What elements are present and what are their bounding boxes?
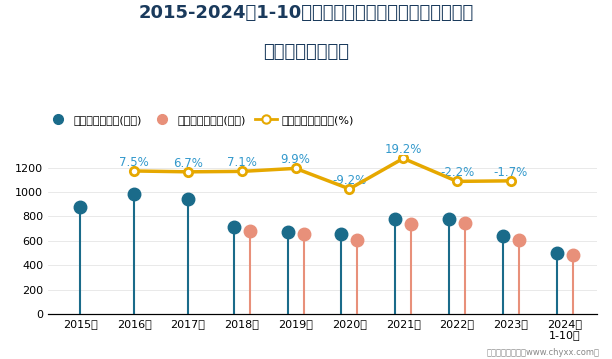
Text: -2.2%: -2.2% [440,167,474,180]
Text: 2015-2024年1-10月文教、工美、体育和娱乐用品制造: 2015-2024年1-10月文教、工美、体育和娱乐用品制造 [138,4,474,22]
Text: 7.5%: 7.5% [119,156,149,169]
Text: -9.2%: -9.2% [332,174,367,187]
Text: 制图：智研咋询（www.chyxx.com）: 制图：智研咋询（www.chyxx.com） [487,348,600,357]
Text: 9.9%: 9.9% [281,153,310,167]
Text: 19.2%: 19.2% [384,144,422,157]
Legend: 利润总额累计值(亿元), 营业利润累计值(亿元), 利润总额累计增长(%): 利润总额累计值(亿元), 营业利润累计值(亿元), 利润总额累计增长(%) [43,110,359,129]
Text: 6.7%: 6.7% [173,157,203,170]
Text: 业企业利润统计图: 业企业利润统计图 [263,43,349,61]
Text: -1.7%: -1.7% [494,166,528,179]
Text: 7.1%: 7.1% [227,157,256,169]
